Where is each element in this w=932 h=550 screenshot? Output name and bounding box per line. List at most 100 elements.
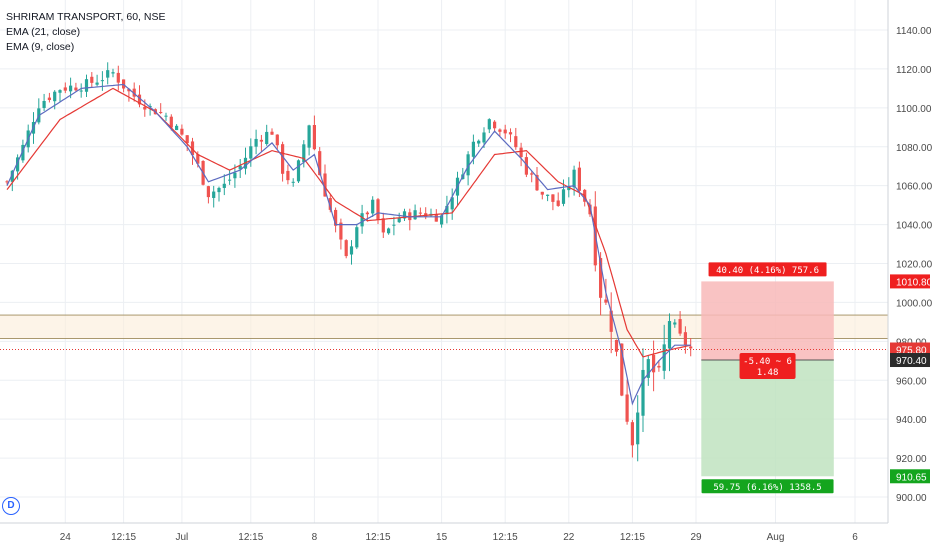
- candle-body: [106, 70, 110, 78]
- candle-body: [620, 343, 624, 396]
- candle-body: [90, 76, 94, 83]
- candle-body: [222, 183, 226, 188]
- candle-body: [79, 90, 83, 92]
- ratio-label-line1: -5.40 ~ 6: [743, 357, 792, 367]
- candle-body: [503, 129, 507, 134]
- candle-body: [190, 141, 195, 156]
- candle-body: [339, 222, 343, 240]
- candle-body: [5, 181, 9, 183]
- candle-body: [275, 134, 279, 146]
- candle-body: [16, 157, 20, 172]
- candle-body: [657, 365, 661, 368]
- tradingview-logo-icon[interactable]: D: [2, 497, 20, 515]
- candle-body: [217, 187, 221, 193]
- candle-body: [508, 132, 513, 135]
- candle-body: [397, 217, 401, 223]
- ema21-line: [6, 87, 691, 358]
- x-tick-label: 8: [312, 532, 318, 543]
- candle-body: [376, 199, 380, 221]
- candle-body: [265, 131, 269, 145]
- candle-body: [318, 151, 322, 176]
- y-tick-label: 1100.00: [896, 104, 932, 115]
- candle-body: [21, 144, 25, 161]
- candle-body: [360, 213, 364, 227]
- candle-body: [493, 121, 497, 129]
- y-tick-label: 1080.00: [896, 143, 932, 154]
- candle-body: [286, 170, 290, 181]
- candle-body: [477, 140, 481, 144]
- candle-body: [556, 200, 560, 206]
- candle-body: [95, 82, 99, 85]
- candle-body: [42, 100, 46, 109]
- candle-body: [116, 72, 120, 83]
- chart-legend: SHRIRAM TRANSPORT, 60, NSE EMA (21, clos…: [6, 10, 165, 55]
- x-tick-label: Aug: [767, 532, 785, 543]
- y-tick-label: 940.00: [896, 415, 927, 426]
- candle-body: [10, 170, 14, 182]
- x-tick-label: Jul: [176, 532, 189, 543]
- candle-body: [440, 215, 444, 225]
- x-tick-label: 22: [563, 532, 575, 543]
- price-tag-box: [890, 353, 930, 368]
- candle-body: [614, 339, 619, 352]
- ratio-label-line2: 1.48: [757, 368, 779, 378]
- candle-body: [577, 167, 581, 191]
- candle-body: [551, 194, 555, 202]
- candle-body: [466, 154, 470, 176]
- candle-body: [259, 139, 263, 142]
- candle-body: [652, 354, 656, 373]
- sr-zone: [0, 315, 888, 339]
- candle-body: [387, 228, 391, 234]
- ema9-line: [6, 83, 691, 406]
- candle-body: [127, 88, 131, 92]
- x-tick-label: 12:15: [620, 532, 645, 543]
- profit-label: 59.75 (6.16%) 1358.5: [713, 483, 821, 493]
- candle-body: [673, 322, 677, 325]
- loss-label: 40.40 (4.16%) 757.6: [716, 266, 819, 276]
- candle-body: [349, 246, 354, 255]
- x-tick-label: 12:15: [238, 532, 263, 543]
- candle-body: [371, 199, 375, 214]
- candle-body: [58, 90, 62, 93]
- time-axis-bg: [0, 523, 932, 550]
- x-tick-label: 6: [852, 532, 858, 543]
- candle-body: [69, 85, 73, 92]
- candle-body: [546, 194, 550, 196]
- candle-body: [143, 106, 147, 110]
- x-tick-label: 12:15: [111, 532, 136, 543]
- price-tag-box: [890, 274, 930, 289]
- candle-body: [312, 125, 316, 150]
- candle-body: [678, 319, 682, 334]
- candle-body: [254, 138, 258, 147]
- candle-body: [164, 115, 168, 117]
- candle-body: [667, 321, 672, 349]
- y-tick-label: 1060.00: [896, 182, 932, 193]
- candle-body: [159, 111, 163, 113]
- ratio-label-box: [739, 353, 796, 380]
- candle-body: [487, 119, 491, 130]
- candle-body: [599, 258, 603, 298]
- candle-body: [228, 179, 232, 181]
- y-tick-label: 960.00: [896, 376, 927, 387]
- candle-body: [530, 173, 534, 175]
- candle-body: [535, 174, 539, 191]
- x-tick-label: 12:15: [493, 532, 518, 543]
- candle-body: [100, 80, 104, 82]
- candle-body: [662, 344, 666, 371]
- ema21-legend: EMA (21, close): [6, 26, 81, 38]
- price-tag-label: 910.65: [896, 472, 927, 483]
- candle-body: [413, 210, 417, 220]
- candle-body: [471, 141, 475, 157]
- candle-body: [137, 94, 142, 105]
- candle-body: [434, 213, 438, 222]
- x-tick-label: 24: [60, 532, 72, 543]
- x-tick-label: 29: [690, 532, 702, 543]
- candle-body: [328, 198, 332, 210]
- candle-body: [307, 125, 311, 148]
- candle-body: [185, 135, 189, 144]
- candle-body: [689, 346, 693, 349]
- candle-body: [238, 165, 242, 170]
- price-tag-label: 970.40: [896, 356, 927, 367]
